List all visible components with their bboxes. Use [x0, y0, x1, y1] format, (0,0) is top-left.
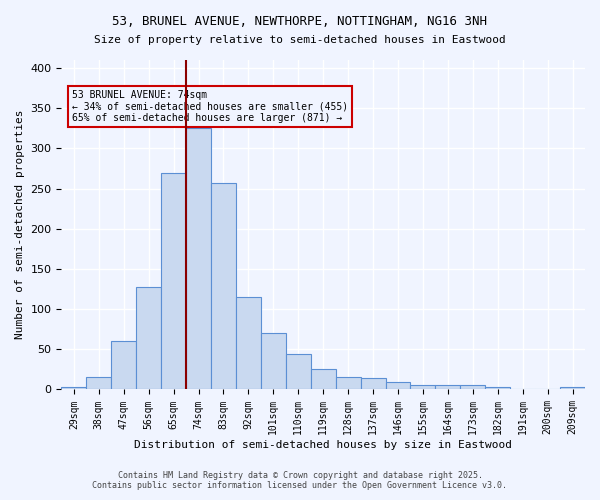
Bar [161, 172, 186, 390]
Text: 53 BRUNEL AVENUE: 74sqm
← 34% of semi-detached houses are smaller (455)
65% of s: 53 BRUNEL AVENUE: 74sqm ← 34% of semi-de… [72, 90, 348, 123]
Bar [61, 387, 86, 390]
Text: Contains HM Land Registry data © Crown copyright and database right 2025.
Contai: Contains HM Land Registry data © Crown c… [92, 470, 508, 490]
Bar [361, 378, 386, 390]
Text: 53, BRUNEL AVENUE, NEWTHORPE, NOTTINGHAM, NG16 3NH: 53, BRUNEL AVENUE, NEWTHORPE, NOTTINGHAM… [113, 15, 487, 28]
Bar [136, 288, 161, 390]
Text: Size of property relative to semi-detached houses in Eastwood: Size of property relative to semi-detach… [94, 35, 506, 45]
Bar [311, 370, 335, 390]
Bar [111, 342, 136, 390]
Bar [436, 386, 460, 390]
Bar [211, 183, 236, 390]
Bar [86, 378, 111, 390]
Bar [335, 378, 361, 390]
Bar [261, 333, 286, 390]
Y-axis label: Number of semi-detached properties: Number of semi-detached properties [15, 110, 25, 340]
X-axis label: Distribution of semi-detached houses by size in Eastwood: Distribution of semi-detached houses by … [134, 440, 512, 450]
Bar [286, 354, 311, 390]
Bar [485, 387, 510, 390]
Bar [186, 128, 211, 390]
Bar [386, 382, 410, 390]
Bar [236, 297, 261, 390]
Bar [460, 386, 485, 390]
Bar [410, 384, 436, 390]
Bar [560, 387, 585, 390]
